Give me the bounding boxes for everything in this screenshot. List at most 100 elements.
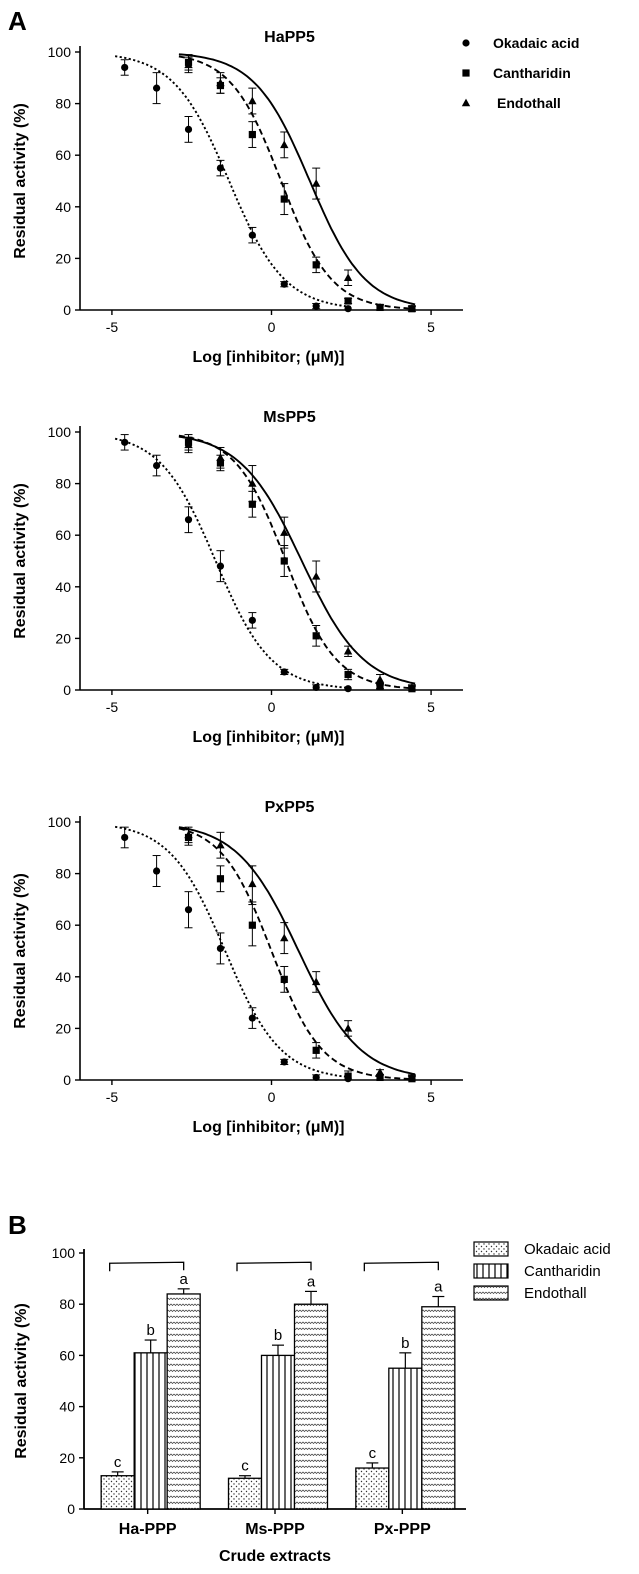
data-point — [248, 96, 257, 105]
y-tick-label: 40 — [55, 969, 71, 985]
significance-letter: c — [114, 1454, 122, 1471]
y-tick-label: 80 — [59, 1296, 75, 1312]
bar-cantharidin — [388, 1367, 423, 1510]
bar-endothall — [293, 1303, 329, 1510]
y-tick-label: 100 — [52, 1245, 76, 1261]
comparison-bracket — [109, 1261, 185, 1272]
data-point — [407, 1073, 417, 1081]
data-point — [376, 682, 384, 690]
data-point — [280, 668, 288, 676]
significance-letter: c — [369, 1445, 377, 1462]
legend-label: Endothall — [497, 95, 561, 111]
fit-curve-endothall — [178, 435, 416, 685]
data-point — [216, 562, 225, 570]
data-point — [343, 1024, 353, 1032]
fit-curve-okadaic-acid — [114, 437, 352, 690]
data-point — [280, 195, 288, 203]
y-tick-label: 40 — [55, 199, 71, 215]
data-point — [216, 78, 225, 87]
data-point — [312, 302, 320, 310]
x-axis-label: Crude extracts — [219, 1548, 331, 1565]
data-point — [153, 84, 161, 92]
data-point — [312, 1046, 320, 1054]
data-point — [184, 440, 193, 449]
data-point — [280, 528, 289, 536]
data-point — [344, 305, 352, 313]
x-axis-label: Log [inhibitor; (μM)] — [193, 1119, 345, 1136]
fit-curve-okadaic-acid — [114, 55, 352, 308]
x-tick-label: 5 — [427, 1089, 435, 1105]
legend: Okadaic acid Cantharidin Endothall — [461, 35, 579, 111]
data-point — [312, 632, 320, 640]
y-tick-label: 0 — [63, 1072, 71, 1088]
data-point — [121, 63, 129, 72]
y-tick-label: 60 — [55, 527, 71, 543]
data-point — [344, 297, 352, 305]
x-axis-label: Log [inhibitor; (μM)] — [193, 349, 345, 366]
data-point — [248, 231, 256, 239]
x-tick-label: Ms-PPP — [245, 1521, 305, 1538]
y-tick-label: 0 — [63, 682, 71, 698]
x-tick-label: Px-PPP — [374, 1521, 431, 1538]
y-tick-label: 100 — [48, 424, 72, 440]
y-axis-label: Residual activity (%) — [12, 873, 29, 1029]
series-cantharidin — [178, 827, 416, 1083]
x-tick-label: -5 — [106, 699, 119, 715]
data-point — [216, 944, 225, 953]
data-point — [280, 1058, 288, 1066]
y-tick-label: 100 — [48, 44, 72, 60]
y-tick-label: 40 — [55, 579, 71, 595]
x-tick-label: 0 — [268, 1089, 276, 1105]
fit-curve-cantharidin — [178, 827, 416, 1081]
data-point — [375, 303, 385, 311]
chart-title: HaPP5 — [264, 29, 315, 46]
legend-marker-cantharidin — [462, 69, 470, 77]
x-tick-label: -5 — [106, 319, 119, 335]
series-cantharidin — [178, 434, 416, 693]
legend-label: Cantharidin — [493, 65, 571, 81]
data-point — [311, 977, 321, 986]
data-point — [216, 164, 225, 172]
bar-cantharidin — [260, 1354, 296, 1510]
x-tick-label: 0 — [268, 699, 276, 715]
significance-letter: b — [274, 1327, 282, 1344]
bar-okadaic-acid — [227, 1477, 263, 1510]
data-point — [375, 675, 385, 683]
legend: Okadaic acid Cantharidin Endothall — [473, 1241, 611, 1302]
legend-label: Okadaic acid — [493, 35, 579, 51]
panel-b-label: B — [8, 1210, 27, 1240]
chart-crude-extracts: 0 20 40 60 80 100 Ha-PPP c b a Ms-PPP c b a Px-PPP c b a C… — [13, 1241, 611, 1565]
data-point — [280, 557, 288, 565]
legend-marker-endothall — [461, 98, 471, 107]
x-tick-label: 5 — [427, 319, 435, 335]
y-tick-label: 20 — [55, 250, 71, 266]
y-tick-label: 60 — [59, 1347, 75, 1363]
fit-curve-cantharidin — [178, 55, 416, 310]
data-point — [248, 1014, 256, 1022]
y-tick-label: 100 — [48, 814, 72, 830]
bar-endothall — [421, 1306, 456, 1510]
data-point — [248, 879, 257, 888]
data-point — [184, 906, 193, 914]
fit-curve-cantharidin — [178, 434, 416, 690]
chart-pxPP5: 0 20 40 60 80 100 -5 0 5 PxPP5 Log [inhibitor; (μM… — [12, 799, 463, 1136]
significance-letter: a — [434, 1279, 443, 1296]
y-tick-label: 80 — [55, 476, 71, 492]
significance-letter: b — [146, 1322, 154, 1339]
y-tick-label: 60 — [55, 147, 71, 163]
y-tick-label: 80 — [55, 866, 71, 882]
data-point — [280, 975, 288, 983]
significance-letter: b — [401, 1335, 409, 1352]
data-point — [311, 179, 321, 187]
x-tick-label: Ha-PPP — [119, 1521, 177, 1538]
series-okadaic-acid — [114, 55, 352, 313]
x-tick-label: 5 — [427, 699, 435, 715]
data-point — [344, 1072, 352, 1080]
x-tick-label: -5 — [106, 1089, 119, 1105]
data-point — [407, 304, 417, 312]
y-tick-label: 20 — [55, 630, 71, 646]
series-okadaic-acid — [114, 825, 352, 1083]
chart-title: PxPP5 — [265, 799, 315, 816]
data-point — [343, 273, 353, 281]
bar-okadaic-acid — [100, 1475, 135, 1510]
